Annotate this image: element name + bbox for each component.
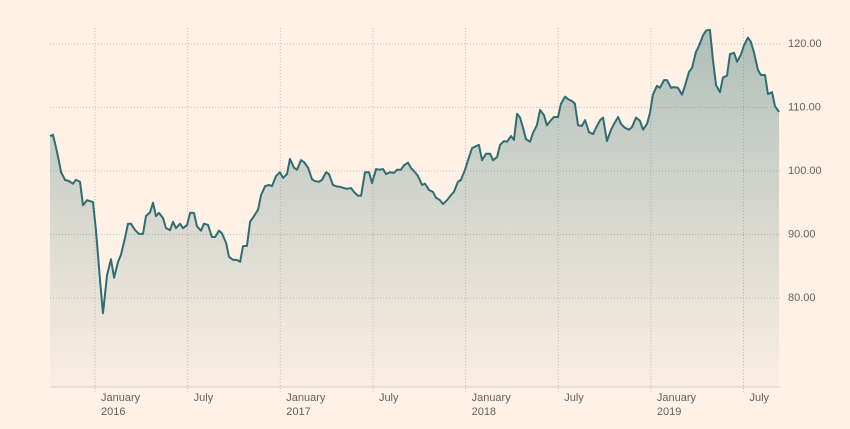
y-tick-label: 120.00: [788, 38, 822, 50]
x-tick-label: January 2019: [656, 392, 696, 418]
x-tick-label: July: [749, 392, 770, 404]
line: [49, 28, 780, 315]
y-tick-label: 110.00: [788, 101, 821, 113]
y-tick-label: 90.00: [788, 228, 816, 240]
y-tick-label: 80.00: [788, 292, 816, 304]
x-tick-label: July: [378, 392, 399, 404]
area-fill: [50, 29, 780, 387]
y-tick-label: 100.00: [788, 165, 822, 177]
x-tick-label: July: [193, 392, 214, 404]
x-tick-label: July: [564, 392, 584, 404]
x-tick-label: January 2016: [101, 392, 141, 418]
x-tick-label: January 2017: [286, 392, 326, 418]
x-tick-label: January 2018: [471, 392, 511, 418]
